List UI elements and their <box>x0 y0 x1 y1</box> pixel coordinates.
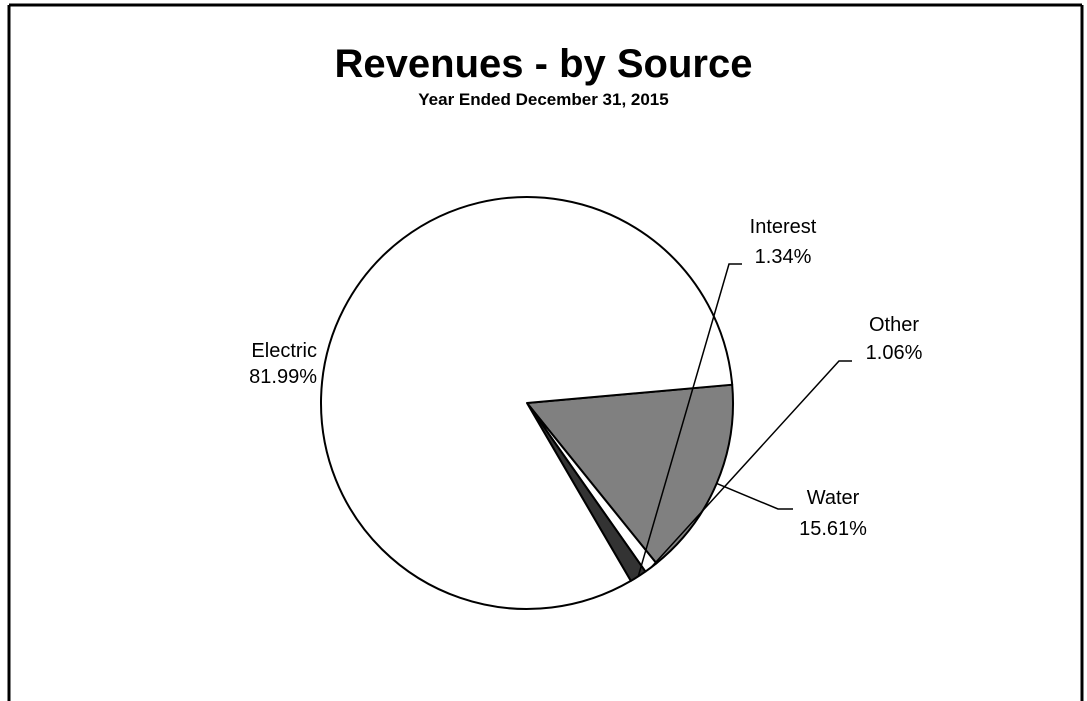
slice-name-interest: Interest <box>750 216 817 238</box>
slice-name-water: Water <box>807 487 860 509</box>
slice-name-electric: Electric <box>251 340 317 362</box>
pie-slice-electric <box>320 196 734 610</box>
slice-value-water: 15.61% <box>799 518 867 540</box>
slice-value-interest: 1.34% <box>755 246 812 268</box>
leader-line-water <box>716 482 793 510</box>
slice-label-interest: Interest 1.34% <box>750 216 817 268</box>
slice-label-electric: Electric 81.99% <box>249 340 317 388</box>
slice-label-water: Water 15.61% <box>799 487 867 540</box>
leader-line-other <box>650 360 852 569</box>
slice-name-other: Other <box>869 314 919 336</box>
leader-line-interest <box>637 263 742 577</box>
slice-value-electric: 81.99% <box>249 366 317 388</box>
chart-subtitle: Year Ended December 31, 2015 <box>418 90 669 109</box>
slice-label-other: Other 1.06% <box>866 314 923 364</box>
chart-title: Revenues - by Source <box>334 42 753 86</box>
leader-lines <box>637 263 852 577</box>
slice-value-other: 1.06% <box>866 342 923 364</box>
pie-slices <box>320 196 734 610</box>
